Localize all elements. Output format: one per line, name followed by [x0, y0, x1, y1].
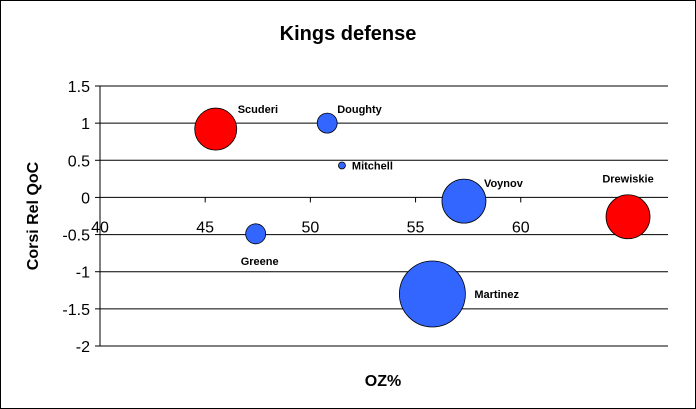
- chart-title: Kings defense: [280, 23, 417, 45]
- point-label-martinez: Martinez: [474, 289, 519, 301]
- y-tick-label: 1: [81, 116, 90, 133]
- data-point-voynov: [441, 178, 487, 224]
- data-point-scuderi: [194, 107, 238, 151]
- data-point-martinez: [398, 260, 466, 328]
- data-point-doughty: [316, 112, 338, 134]
- y-axis-title: Corsi Rel QoC: [25, 161, 42, 270]
- data-point-mitchell: [338, 161, 346, 170]
- point-label-mitchell: Mitchell: [352, 160, 393, 172]
- x-tick-label: 40: [91, 219, 109, 236]
- y-tick-label: 0.5: [68, 153, 90, 170]
- point-label-doughty: Doughty: [337, 104, 382, 116]
- x-tick-label: 55: [407, 219, 425, 236]
- x-tick-label: 45: [196, 219, 214, 236]
- y-tick-label: 1.5: [68, 79, 90, 96]
- axis-layer: 1.510.50-0.5-1-1.5-2404550556065: [62, 79, 635, 356]
- x-axis-title: OZ%: [365, 373, 401, 390]
- point-label-scuderi: Scuderi: [238, 104, 278, 116]
- y-tick-label: 0: [81, 190, 90, 207]
- point-label-greene: Greene: [241, 256, 279, 268]
- y-tick-label: -1: [76, 265, 90, 282]
- y-tick-label: -0.5: [62, 228, 90, 245]
- x-tick-label: 50: [301, 219, 319, 236]
- point-layer: [194, 107, 651, 328]
- point-label-drewiskie: Drewiskie: [602, 174, 653, 186]
- y-tick-label: -1.5: [62, 302, 90, 319]
- grid-layer: [100, 85, 668, 347]
- y-tick-label: -2: [76, 339, 90, 356]
- x-tick-label: 60: [512, 219, 530, 236]
- point-label-voynov: Voynov: [484, 178, 524, 190]
- data-point-greene: [245, 223, 267, 245]
- data-point-drewiskie: [605, 194, 651, 240]
- label-layer: Scuderi Doughty Mitchell Voynov Drewiskie Gre…: [238, 104, 654, 301]
